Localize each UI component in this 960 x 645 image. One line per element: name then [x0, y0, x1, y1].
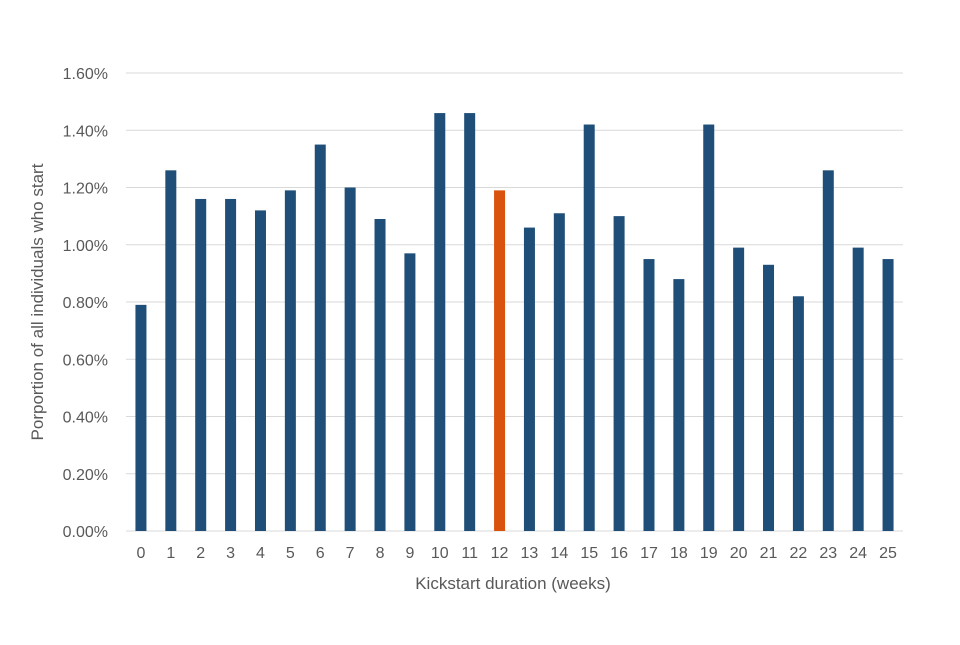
bar	[344, 187, 356, 531]
y-tick-label: 0.20%	[63, 467, 108, 484]
y-tick-label: 1.60%	[63, 66, 108, 83]
x-tick-label: 11	[461, 545, 478, 562]
bar	[733, 247, 745, 532]
x-tick-label: 13	[521, 545, 539, 562]
bar	[852, 247, 864, 532]
x-axis-title: Kickstart duration (weeks)	[415, 574, 611, 593]
bar	[404, 253, 416, 531]
x-tick-label: 4	[256, 545, 265, 562]
x-tick-label: 16	[610, 545, 628, 562]
x-tick-label: 24	[849, 545, 867, 562]
bar	[284, 190, 296, 532]
x-tick-label: 2	[196, 545, 205, 562]
bar	[314, 144, 326, 531]
x-tick-label: 21	[760, 545, 778, 562]
bars	[135, 113, 894, 532]
y-tick-label: 0.00%	[63, 524, 108, 541]
bar	[822, 170, 834, 531]
gridlines	[126, 72, 903, 532]
bar	[763, 264, 775, 531]
x-tick-label: 22	[790, 545, 808, 562]
bar-highlighted	[494, 190, 506, 532]
x-tick-label: 14	[550, 545, 568, 562]
bar	[553, 213, 565, 531]
bar	[613, 216, 625, 531]
y-tick-label: 1.20%	[63, 181, 108, 198]
bar	[464, 113, 476, 531]
x-tick-label: 10	[431, 545, 449, 562]
bar	[374, 218, 386, 532]
bar	[135, 304, 147, 531]
bar	[882, 259, 894, 531]
y-tick-label: 1.00%	[63, 238, 108, 255]
y-tick-label: 0.40%	[63, 410, 108, 427]
x-tick-label: 1	[166, 545, 175, 562]
x-tick-label: 5	[286, 545, 295, 562]
bar	[673, 279, 685, 531]
y-tick-label: 1.40%	[63, 123, 108, 140]
y-tick-label: 0.80%	[63, 295, 108, 312]
x-tick-label: 7	[346, 545, 355, 562]
x-tick-label: 15	[580, 545, 598, 562]
x-tick-label: 0	[136, 545, 145, 562]
bar	[792, 296, 804, 531]
x-tick-label: 19	[700, 545, 718, 562]
x-tick-label: 25	[879, 545, 897, 562]
bar	[195, 198, 207, 531]
x-tick-label: 23	[819, 545, 837, 562]
bar	[703, 124, 715, 532]
bar	[434, 113, 446, 531]
x-tick-label: 12	[491, 545, 509, 562]
bar	[523, 227, 535, 531]
bar	[165, 170, 177, 531]
y-axis-ticks: 0.00% 0.20% 0.40% 0.60% 0.80% 1.00% 1.20% 1.40%…	[63, 66, 108, 541]
x-axis-ticks: 0 1 2 3 4 5 6 7 8 9 10 11 12 13 14 15 16 17 18 19 20 21 22 23 24…	[136, 545, 897, 562]
x-tick-label: 18	[670, 545, 688, 562]
x-tick-label: 20	[730, 545, 748, 562]
bar	[583, 124, 595, 532]
bar	[643, 259, 655, 531]
x-tick-label: 3	[226, 545, 235, 562]
x-tick-label: 17	[640, 545, 658, 562]
y-tick-label: 0.60%	[63, 352, 108, 369]
bar	[225, 198, 237, 531]
bar	[254, 210, 266, 531]
x-tick-label: 9	[405, 545, 414, 562]
x-tick-label: 8	[376, 545, 385, 562]
x-tick-label: 6	[316, 545, 325, 562]
y-axis-title: Porportion of all individuals who start	[28, 163, 47, 440]
